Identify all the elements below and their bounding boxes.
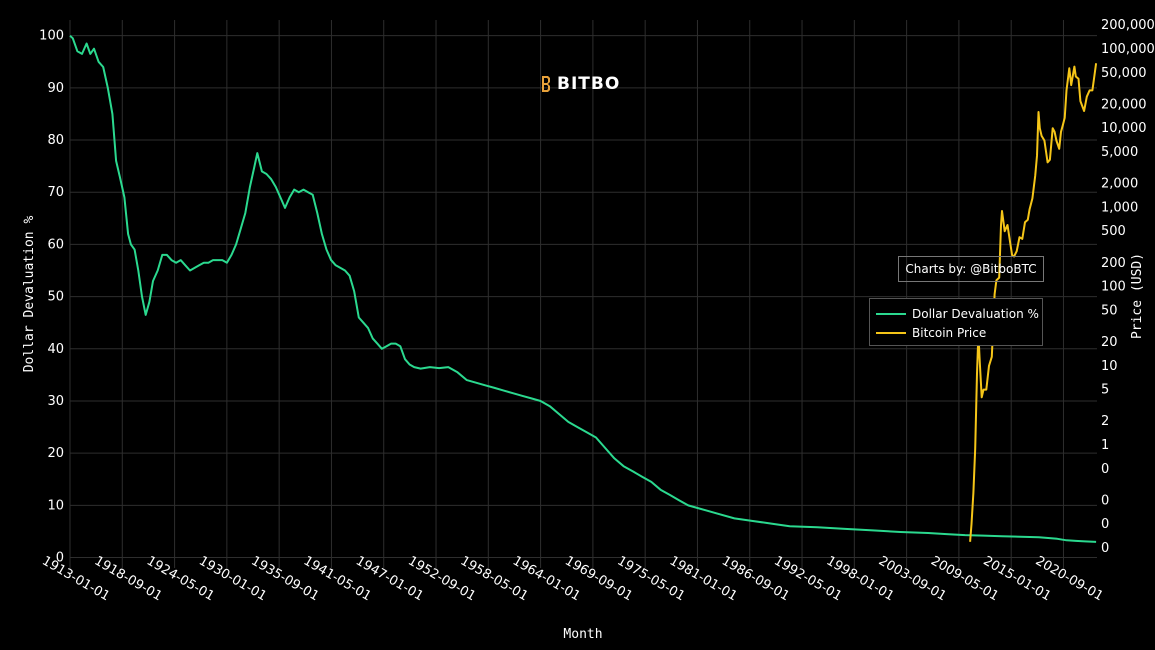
left-tick-label: 30 <box>47 394 64 409</box>
series-layer <box>69 34 1098 543</box>
x-axis-ticks: 1913-01-011918-09-011924-05-011930-01-01… <box>39 554 1105 605</box>
right-tick-label: 50 <box>1101 303 1118 318</box>
right-tick-label: 500 <box>1101 224 1126 239</box>
right-tick-label: 200,000 <box>1101 18 1155 33</box>
legend-item-devaluation[interactable]: Dollar Devaluation % <box>876 307 1039 321</box>
right-tick-label: 5,000 <box>1101 145 1138 160</box>
right-tick-label: 1 <box>1101 438 1109 453</box>
right-axis-title: Price (USD) <box>1130 253 1145 339</box>
legend-item-bitcoin[interactable]: Bitcoin Price <box>876 326 986 340</box>
right-tick-label: 50,000 <box>1101 66 1147 81</box>
credit-label: Charts by: @BitboBTC <box>898 256 1044 282</box>
right-tick-label: 10 <box>1101 359 1118 374</box>
left-axis-title: Dollar Devaluation % <box>22 216 37 373</box>
right-tick-label: 0 <box>1101 462 1109 477</box>
right-tick-label: 100 <box>1101 280 1126 295</box>
bitbo-logo: BITBO <box>540 74 620 94</box>
series-line-bitcoin <box>969 63 1098 542</box>
right-tick-label: 200 <box>1101 256 1126 271</box>
left-tick-label: 10 <box>47 498 64 513</box>
legend-label-devaluation: Dollar Devaluation % <box>912 307 1039 321</box>
right-tick-label: 2,000 <box>1101 177 1138 192</box>
gridlines <box>69 20 1097 568</box>
right-axis-ticks: 200,000 100,000 50,000 20,000 10,000 5,000 2,0… <box>1101 18 1155 556</box>
legend-swatch-bitcoin <box>876 332 906 334</box>
left-tick-label: 60 <box>47 237 64 252</box>
bitbo-logo-text: BITBO <box>557 74 621 94</box>
right-tick-label: 0 <box>1101 517 1109 532</box>
right-tick-label: 20,000 <box>1101 97 1147 112</box>
legend-swatch-devaluation <box>876 313 906 315</box>
left-tick-label: 20 <box>47 446 64 461</box>
right-tick-label: 100,000 <box>1101 42 1155 57</box>
left-tick-label: 0 <box>56 551 64 566</box>
right-tick-label: 2 <box>1101 414 1109 429</box>
left-tick-label: 80 <box>47 133 64 148</box>
right-tick-label: 5 <box>1101 383 1109 398</box>
right-tick-label: 0 <box>1101 541 1109 556</box>
legend: Dollar Devaluation % Bitcoin Price <box>869 298 1043 346</box>
left-tick-label: 40 <box>47 342 64 357</box>
right-tick-label: 20 <box>1101 335 1118 350</box>
left-axis-ticks: 0 10 20 30 40 50 60 70 80 90 100 <box>39 29 64 566</box>
left-tick-label: 100 <box>39 29 64 44</box>
x-axis-title: Month <box>563 627 602 642</box>
series-line-devaluation <box>69 34 1097 543</box>
left-tick-label: 70 <box>47 185 64 200</box>
right-tick-label: 1,000 <box>1101 200 1138 215</box>
left-tick-label: 50 <box>47 290 64 305</box>
bitbo-logo-icon <box>542 76 550 92</box>
right-tick-label: 10,000 <box>1101 121 1147 136</box>
legend-label-bitcoin: Bitcoin Price <box>912 326 987 340</box>
left-tick-label: 90 <box>47 81 64 96</box>
right-tick-label: 0 <box>1101 493 1109 508</box>
